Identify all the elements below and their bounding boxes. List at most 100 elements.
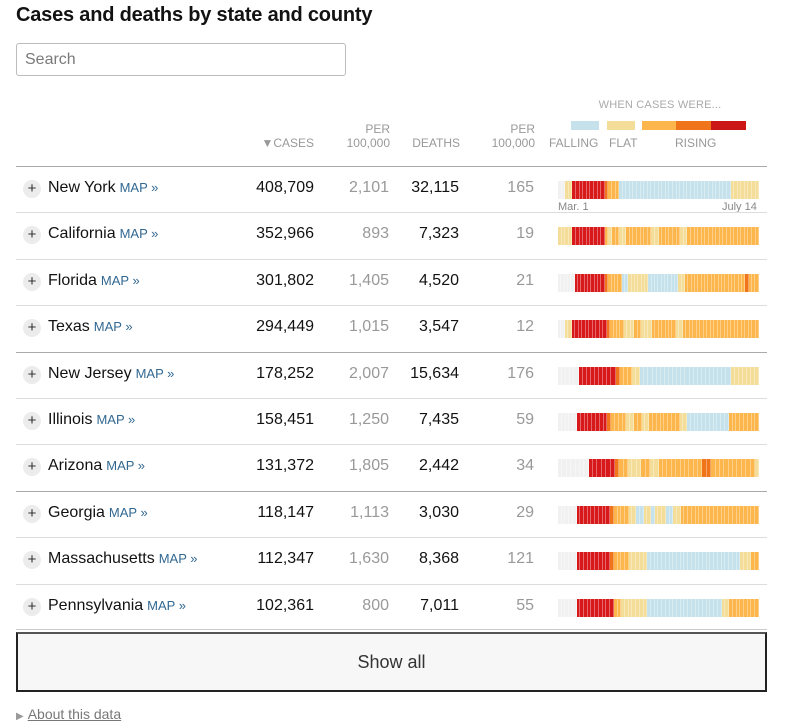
table-row[interactable]: + Arizona MAP » 131,372 1,805 2,442 34 xyxy=(16,444,767,490)
table-row[interactable]: + Massachusetts MAP » 112,347 1,630 8,368 121 xyxy=(16,537,767,583)
expand-plus-icon[interactable]: + xyxy=(23,226,41,245)
cases-value: 131,372 xyxy=(256,457,314,475)
expand-plus-icon[interactable]: + xyxy=(23,365,41,384)
map-link[interactable]: MAP » xyxy=(135,365,175,381)
expand-plus-icon[interactable]: + xyxy=(23,319,41,338)
trend-day-cell xyxy=(599,320,604,339)
trend-day-cell xyxy=(751,552,756,571)
trend-day-cell xyxy=(610,320,614,339)
show-all-button[interactable]: Show all xyxy=(16,632,767,692)
trend-day-cell xyxy=(602,552,607,571)
deaths-per-100k-value: 19 xyxy=(516,225,534,243)
trend-day-cell xyxy=(593,459,598,478)
trend-day-cell xyxy=(673,505,677,524)
trend-day-cell xyxy=(755,505,759,524)
trend-day-cell xyxy=(703,320,708,339)
trend-day-cell xyxy=(738,273,742,292)
trend-day-cell xyxy=(712,181,717,199)
map-link[interactable]: MAP » xyxy=(100,272,140,288)
table-row[interactable]: + Texas MAP » 294,449 1,015 3,547 12 xyxy=(16,305,767,351)
search-input[interactable] xyxy=(16,43,346,76)
trend-day-cell xyxy=(708,181,713,199)
table-row[interactable]: + Pennsylvania MAP » 102,361 800 7,011 55 xyxy=(16,583,767,630)
expand-plus-icon[interactable]: + xyxy=(23,551,41,570)
trend-day-cell xyxy=(643,552,648,571)
trend-day-cell xyxy=(725,505,730,524)
about-this-data-link[interactable]: ▶ About this data xyxy=(16,706,121,722)
trend-day-cell xyxy=(606,459,611,478)
state-name: Georgia MAP » xyxy=(48,504,148,522)
expand-plus-icon[interactable]: + xyxy=(23,458,41,477)
map-link[interactable]: MAP » xyxy=(119,226,159,242)
table-row[interactable]: + Georgia MAP » 118,147 1,113 3,030 29 xyxy=(16,490,767,537)
table-row[interactable]: + New York MAP » 408,709 2,101 32,115 165 Mar. … xyxy=(16,166,767,213)
map-link[interactable]: MAP » xyxy=(147,597,186,613)
header-deaths-per-100k[interactable]: PER 100,000 xyxy=(491,122,535,150)
trend-day-cell xyxy=(568,320,572,339)
trend-day-cell xyxy=(647,181,652,199)
map-link[interactable]: MAP » xyxy=(108,504,148,520)
table-row[interactable]: + California MAP » 352,966 893 7,323 19 xyxy=(16,212,767,258)
trend-day-cell xyxy=(669,181,673,199)
expand-plus-icon[interactable]: + xyxy=(23,504,41,523)
trend-day-cell xyxy=(636,598,640,617)
table-row[interactable]: + Florida MAP » 301,802 1,405 4,520 21 xyxy=(16,258,767,305)
trend-day-cell xyxy=(725,412,729,431)
trend-day-cell xyxy=(673,227,677,246)
trend-day-cell xyxy=(637,412,642,431)
legend-swatch-rising-2 xyxy=(676,121,711,130)
trend-day-cell xyxy=(719,227,724,246)
page-title: Cases and deaths by state and county xyxy=(16,4,373,26)
deaths-per-100k-value: 165 xyxy=(507,179,534,196)
header-cases[interactable]: ▼CASES xyxy=(261,136,314,150)
table-row[interactable]: + New Jersey MAP » 178,252 2,007 15,634 176 xyxy=(16,351,767,398)
trend-day-cell xyxy=(580,598,585,617)
trend-day-cell xyxy=(594,273,599,292)
trend-day-cell xyxy=(687,181,691,199)
expand-plus-icon[interactable]: + xyxy=(23,597,41,616)
map-link[interactable]: MAP » xyxy=(96,411,136,427)
expand-plus-icon[interactable]: + xyxy=(23,180,41,198)
trend-day-cell xyxy=(597,181,602,199)
trend-day-cell xyxy=(745,320,749,339)
trend-day-cell xyxy=(721,412,726,431)
trend-day-cell xyxy=(717,552,722,571)
header-cases-per-100k[interactable]: PER 100,000 xyxy=(346,122,390,150)
trend-day-cell xyxy=(680,459,685,478)
trend-day-cell xyxy=(598,273,602,292)
table-row[interactable]: + Illinois MAP » 158,451 1,250 7,435 59 xyxy=(16,397,767,444)
trend-day-cell xyxy=(719,181,724,199)
trend-day-cell xyxy=(748,320,753,339)
map-link[interactable]: MAP » xyxy=(106,458,146,474)
map-link[interactable]: MAP » xyxy=(93,319,133,335)
expand-plus-icon[interactable]: + xyxy=(23,272,41,291)
trend-day-cell xyxy=(570,366,575,385)
trend-day-cell xyxy=(582,320,586,339)
trend-day-cell xyxy=(602,598,607,617)
expand-plus-icon[interactable]: + xyxy=(23,411,41,430)
trend-day-cell xyxy=(697,366,702,385)
trend-day-cell xyxy=(628,598,633,617)
trend-day-cell xyxy=(716,227,720,246)
map-link[interactable]: MAP » xyxy=(119,180,159,195)
trend-day-cell xyxy=(645,412,650,431)
state-name: Pennsylvania MAP » xyxy=(48,597,186,615)
trend-day-cell xyxy=(655,181,659,199)
trend-day-cell xyxy=(618,412,623,431)
trend-day-cell xyxy=(665,552,670,571)
trend-day-cell xyxy=(592,320,597,339)
trend-day-cell xyxy=(641,273,645,292)
cases-per-100k-value: 893 xyxy=(362,225,389,243)
trend-day-cell xyxy=(730,181,735,199)
trend-day-cell xyxy=(688,273,692,292)
header-deaths[interactable]: DEATHS xyxy=(412,136,460,150)
state-label: New Jersey xyxy=(48,364,132,382)
trend-day-cell xyxy=(684,552,689,571)
trend-day-cell xyxy=(673,598,677,617)
trend-day-cell xyxy=(640,366,645,385)
trend-day-cell xyxy=(561,181,566,199)
trend-day-cell xyxy=(718,366,723,385)
map-link[interactable]: MAP » xyxy=(158,551,198,567)
trend-day-cell xyxy=(564,273,569,292)
trend-day-cell xyxy=(660,366,665,385)
